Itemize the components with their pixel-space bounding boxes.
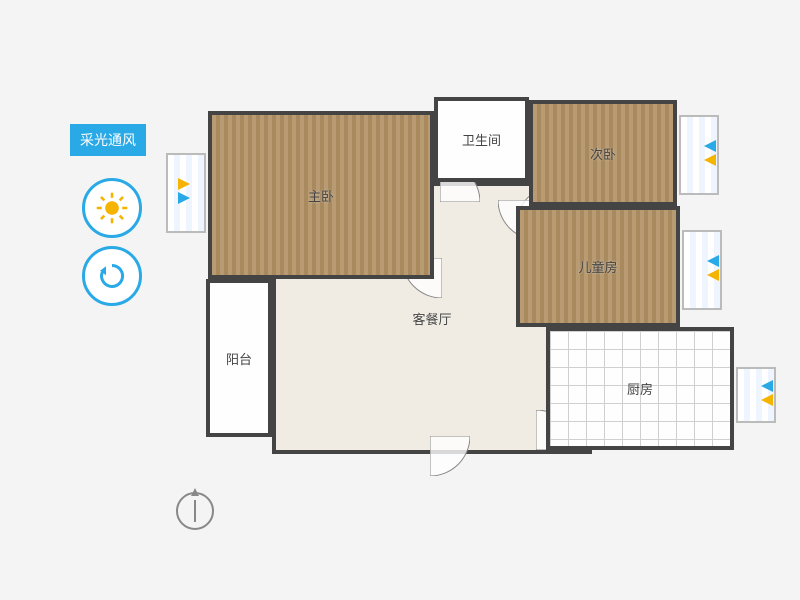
room-label-master_bedroom: 主卧 xyxy=(308,186,334,205)
room-master_bedroom: 主卧 xyxy=(208,111,434,279)
floorplan-stage: 采光通风 主卧 卫生间次卧儿童房阳台 客餐厅厨房 xyxy=(0,0,800,600)
window-second_bedroom xyxy=(679,115,719,195)
room-label-second_bedroom: 次卧 xyxy=(590,144,616,163)
sun-icon xyxy=(95,191,129,225)
room-bathroom: 卫生间 xyxy=(434,97,529,182)
room-label-bathroom: 卫生间 xyxy=(462,130,501,149)
refresh-icon xyxy=(97,261,127,291)
room-kitchen: 厨房 xyxy=(546,327,734,450)
room-balcony: 阳台 xyxy=(206,279,272,437)
room-children_room: 儿童房 xyxy=(516,206,680,327)
room-label-children_room: 儿童房 xyxy=(578,257,617,276)
window-kitchen xyxy=(736,367,776,423)
room-label-living_dining: 客餐厅 xyxy=(412,309,451,328)
window-children_room xyxy=(682,230,722,310)
refresh-button[interactable] xyxy=(82,246,142,306)
compass-icon xyxy=(176,492,214,530)
room-label-kitchen: 厨房 xyxy=(627,379,653,398)
sun-button[interactable] xyxy=(82,178,142,238)
window-master_bedroom xyxy=(166,153,206,233)
room-label-balcony: 阳台 xyxy=(226,349,252,368)
lighting-ventilation-label[interactable]: 采光通风 xyxy=(70,124,146,156)
room-second_bedroom: 次卧 xyxy=(529,100,677,206)
